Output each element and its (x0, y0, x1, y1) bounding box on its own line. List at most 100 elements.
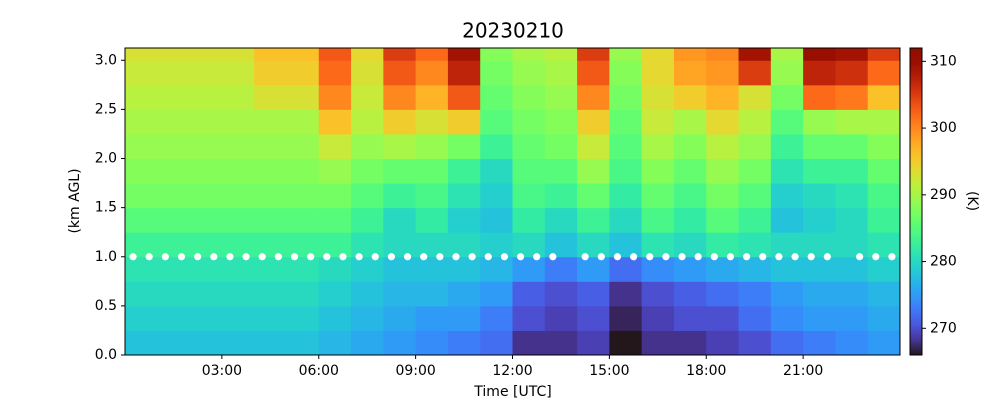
heatmap-cell (609, 232, 643, 258)
heatmap-cell (803, 281, 836, 307)
heatmap-cell (609, 133, 643, 160)
heatmap-cell (157, 84, 191, 110)
heatmap-cell (867, 158, 901, 184)
marker (274, 253, 282, 261)
heatmap-cell (447, 207, 481, 233)
marker (549, 253, 557, 261)
heatmap-cell (577, 133, 610, 160)
heatmap-cell (641, 281, 675, 307)
heatmap-cell (286, 232, 320, 258)
heatmap-cell (383, 158, 417, 184)
heatmap-cell (835, 305, 869, 331)
heatmap-cell (351, 330, 384, 356)
heatmap-cell (254, 84, 287, 110)
heatmap-cell (157, 109, 191, 135)
y-tick-label: 3.0 (95, 52, 117, 68)
heatmap-cell (867, 305, 901, 331)
heatmap-cell (286, 158, 320, 184)
heatmap-cell (157, 133, 191, 160)
heatmap-cell (221, 281, 255, 307)
heatmap-cell (254, 109, 287, 135)
x-tick-label: 15:00 (589, 363, 629, 379)
heatmap-cell (770, 256, 804, 282)
marker (339, 253, 347, 261)
heatmap-cell (286, 256, 320, 282)
heatmap-cell (641, 330, 675, 356)
heatmap-cell (673, 60, 707, 86)
marker (145, 253, 153, 261)
heatmap-cell (221, 48, 255, 61)
heatmap-cell (512, 305, 546, 331)
heatmap-cell (415, 281, 449, 307)
heatmap-cell (189, 256, 223, 282)
heatmap-cell (189, 330, 223, 356)
heatmap-cell (803, 84, 836, 110)
heatmap-cell (835, 207, 869, 233)
heatmap-cell (673, 183, 707, 209)
heatmap-cell (803, 183, 836, 209)
heatmap-cell (641, 109, 675, 135)
heatmap-cell (770, 84, 804, 110)
heatmap-cell (867, 133, 901, 160)
heatmap-cell (221, 109, 255, 135)
heatmap-cell (738, 330, 772, 356)
heatmap-cell (415, 133, 449, 160)
heatmap-cell (641, 48, 675, 61)
marker (436, 253, 444, 261)
heatmap-cell (835, 60, 869, 86)
heatmap-cell (544, 207, 578, 233)
heatmap-cell (738, 158, 772, 184)
marker (290, 253, 299, 261)
heatmap-cell (480, 256, 513, 282)
heatmap-cell (512, 207, 546, 233)
heatmap-cell (770, 232, 804, 258)
y-tick-label: 1.0 (95, 249, 117, 265)
heatmap-cell (383, 48, 417, 61)
heatmap-cell (609, 109, 643, 135)
heatmap-cell (803, 207, 836, 233)
marker (403, 253, 412, 261)
marker (823, 253, 831, 261)
heatmap-cell (318, 158, 352, 184)
marker (129, 253, 137, 261)
heatmap-cell (673, 133, 707, 160)
heatmap-cell (609, 48, 643, 61)
x-tick-label: 12:00 (492, 363, 532, 379)
heatmap-cell (641, 207, 675, 233)
heatmap-cell (803, 305, 836, 331)
chart-title: 20230210 (462, 19, 564, 43)
heatmap-cell (609, 183, 643, 209)
heatmap-cell (544, 281, 578, 307)
heatmap-cell (447, 48, 481, 61)
heatmap-cell (835, 183, 869, 209)
heatmap-cell (706, 48, 740, 61)
heatmap-cell (383, 256, 417, 282)
heatmap-cell (125, 330, 158, 356)
heatmap-cell (254, 158, 287, 184)
heatmap-cell (189, 133, 223, 160)
heatmap-cell (706, 133, 740, 160)
heatmap-cell (447, 158, 481, 184)
heatmap-cell (835, 281, 869, 307)
heatmap-cell (480, 330, 513, 356)
marker (258, 253, 266, 261)
x-tick-label: 06:00 (299, 363, 339, 379)
heatmap-cell (221, 232, 255, 258)
heatmap-cell (189, 305, 223, 331)
heatmap-cell (318, 281, 352, 307)
marker (516, 253, 525, 261)
heatmap-cell (318, 330, 352, 356)
heatmap-cell (254, 207, 287, 233)
heatmap-cell (577, 84, 610, 110)
heatmap-cell (738, 48, 772, 61)
marker (355, 253, 363, 261)
heatmap-cell (867, 48, 901, 61)
heatmap-cell (351, 281, 384, 307)
y-tick-label: 1.5 (95, 200, 117, 216)
heatmap-cell (738, 133, 772, 160)
colorbar-label: (K) (964, 191, 980, 211)
heatmap-cell (609, 305, 643, 331)
heatmap-cell (770, 133, 804, 160)
heatmap-cell (157, 256, 191, 282)
